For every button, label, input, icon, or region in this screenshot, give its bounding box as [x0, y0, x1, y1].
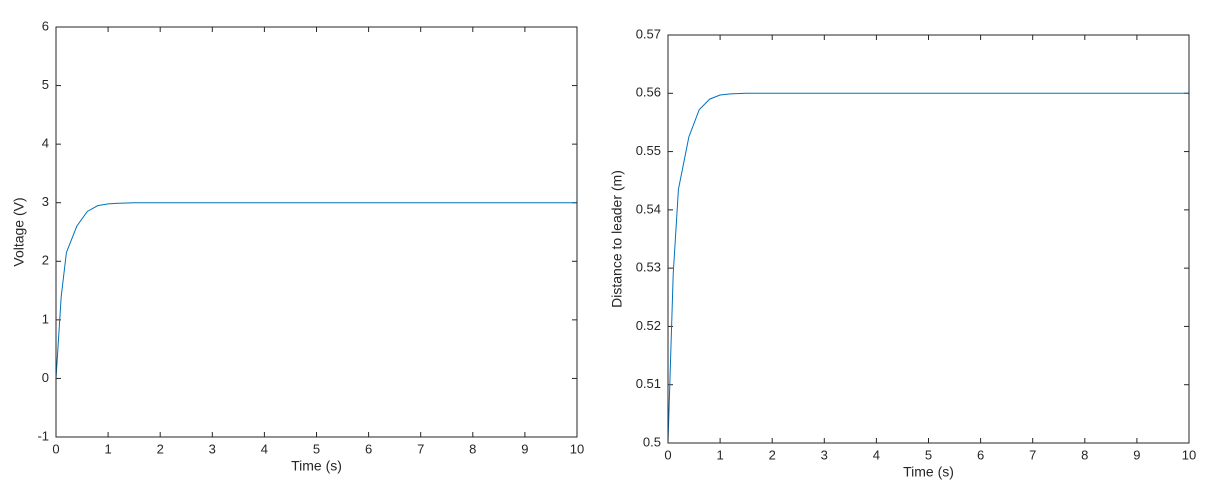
x-tick-label: 4 — [873, 447, 880, 462]
y-tick-label: 0.53 — [636, 260, 661, 275]
y-tick-label: 1 — [42, 311, 49, 326]
plot-area — [56, 27, 577, 437]
y-tick-label: 0.56 — [636, 85, 661, 100]
x-tick-label: 5 — [313, 441, 320, 456]
x-tick-label: 3 — [821, 447, 828, 462]
x-tick-label: 6 — [365, 441, 372, 456]
x-tick-label: 9 — [521, 441, 528, 456]
y-axis-label: Voltage (V) — [11, 197, 27, 266]
x-tick-label: 10 — [1182, 447, 1196, 462]
y-tick-label: 0 — [42, 370, 49, 385]
x-tick-label: 7 — [417, 441, 424, 456]
x-tick-label: 9 — [1133, 447, 1140, 462]
y-tick-label: 6 — [42, 18, 49, 33]
y-tick-label: 5 — [42, 77, 49, 92]
x-tick-label: 8 — [469, 441, 476, 456]
x-tick-label: 2 — [157, 441, 164, 456]
x-tick-label: 2 — [769, 447, 776, 462]
plot-area — [668, 35, 1189, 443]
x-tick-label: 1 — [716, 447, 723, 462]
y-tick-label: -1 — [37, 428, 49, 443]
x-tick-label: 3 — [209, 441, 216, 456]
y-tick-label: 4 — [42, 136, 49, 151]
y-tick-label: 0.51 — [636, 376, 661, 391]
x-tick-label: 7 — [1029, 447, 1036, 462]
x-tick-label: 10 — [570, 441, 584, 456]
x-axis-label: Time (s) — [903, 464, 954, 480]
x-tick-label: 6 — [977, 447, 984, 462]
axes-box — [667, 34, 1190, 444]
x-tick-label: 0 — [52, 441, 59, 456]
y-tick-label: 0.52 — [636, 318, 661, 333]
data-line — [55, 202, 577, 379]
y-axis-label: Distance to leader (m) — [609, 170, 625, 308]
y-tick-label: 0.54 — [636, 201, 661, 216]
x-tick-label: 0 — [664, 447, 671, 462]
y-tick-label: 3 — [42, 194, 49, 209]
x-tick-label: 4 — [261, 441, 268, 456]
x-axis-label: Time (s) — [291, 458, 342, 474]
data-line — [667, 92, 1189, 444]
x-tick-label: 5 — [925, 447, 932, 462]
y-tick-label: 0.55 — [636, 143, 661, 158]
x-tick-label: 8 — [1081, 447, 1088, 462]
y-tick-label: 0.57 — [636, 26, 661, 41]
y-tick-label: 2 — [42, 253, 49, 268]
x-tick-label: 1 — [104, 441, 111, 456]
y-tick-label: 0.5 — [643, 434, 661, 449]
axes-box — [55, 26, 578, 438]
